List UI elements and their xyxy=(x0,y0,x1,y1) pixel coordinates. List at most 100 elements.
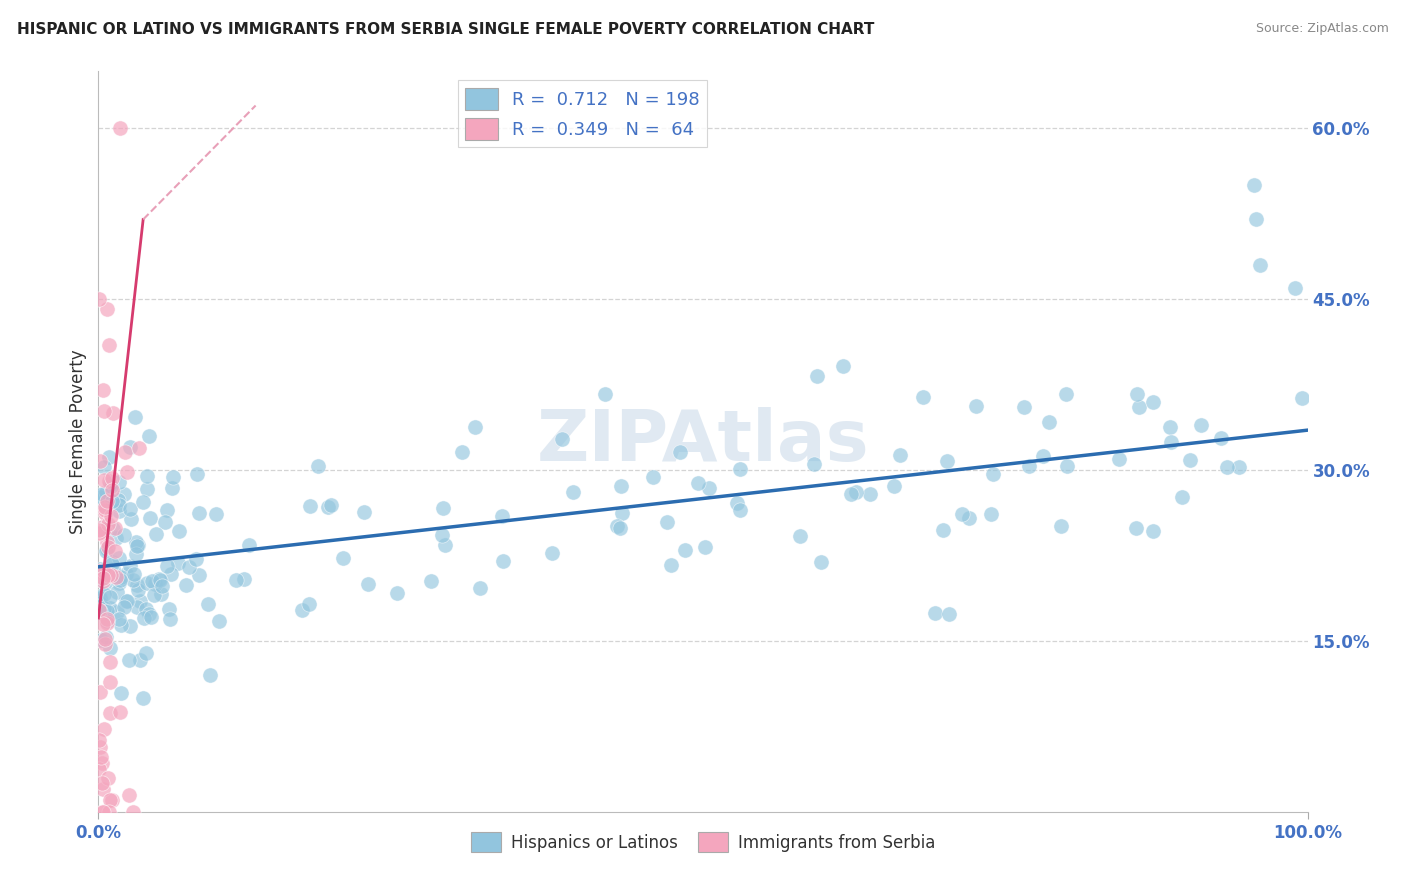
Point xyxy=(107,475,129,489)
Point xyxy=(159,612,181,626)
Point xyxy=(108,504,131,518)
Point xyxy=(134,610,156,624)
Point xyxy=(94,500,117,515)
Point xyxy=(149,574,172,588)
Point xyxy=(114,445,136,459)
Point xyxy=(87,733,110,747)
Point xyxy=(104,570,127,584)
Point xyxy=(97,475,120,489)
Point xyxy=(101,562,124,576)
Point xyxy=(155,503,177,517)
Point xyxy=(120,512,142,526)
Point xyxy=(789,529,811,543)
Point xyxy=(728,503,751,517)
Point xyxy=(1243,178,1265,193)
Point xyxy=(107,492,129,507)
Point xyxy=(100,568,122,582)
Point xyxy=(1056,458,1078,473)
Point xyxy=(197,597,219,611)
Point xyxy=(96,615,118,630)
Point xyxy=(419,574,441,588)
Point xyxy=(606,519,628,533)
Point xyxy=(432,528,454,542)
Point xyxy=(950,507,973,521)
Point xyxy=(125,547,148,561)
Point xyxy=(91,571,114,585)
Point xyxy=(332,551,354,566)
Point xyxy=(1227,459,1250,474)
Point xyxy=(122,566,145,581)
Point xyxy=(108,612,131,626)
Point xyxy=(89,596,111,610)
Point xyxy=(1142,395,1164,409)
Point xyxy=(91,756,114,770)
Point xyxy=(93,459,115,474)
Point xyxy=(98,793,121,807)
Point xyxy=(118,653,141,667)
Point xyxy=(98,601,121,615)
Point xyxy=(1291,391,1313,405)
Point xyxy=(90,776,112,790)
Point xyxy=(135,602,157,616)
Point xyxy=(609,479,631,493)
Point xyxy=(131,690,153,705)
Point xyxy=(138,607,160,621)
Point xyxy=(90,521,112,535)
Point xyxy=(1171,490,1194,504)
Point xyxy=(1216,460,1239,475)
Point xyxy=(91,574,114,589)
Text: Source: ZipAtlas.com: Source: ZipAtlas.com xyxy=(1256,22,1389,36)
Point xyxy=(93,601,115,615)
Point xyxy=(127,582,149,597)
Point xyxy=(96,494,118,508)
Point xyxy=(657,516,679,530)
Point xyxy=(208,614,231,628)
Point xyxy=(89,454,111,468)
Point xyxy=(673,542,696,557)
Point xyxy=(100,655,122,669)
Point xyxy=(1160,434,1182,449)
Point xyxy=(225,574,247,588)
Point xyxy=(97,805,120,819)
Point xyxy=(124,409,146,424)
Point xyxy=(883,479,905,493)
Point xyxy=(94,503,117,517)
Point xyxy=(911,390,934,404)
Point xyxy=(108,121,131,136)
Point xyxy=(659,558,682,572)
Point xyxy=(93,404,115,418)
Point xyxy=(94,632,117,646)
Point xyxy=(319,498,342,512)
Point xyxy=(141,574,163,589)
Point xyxy=(101,483,124,498)
Point xyxy=(810,555,832,569)
Point xyxy=(186,467,208,481)
Point xyxy=(100,494,122,508)
Point xyxy=(93,523,115,537)
Point xyxy=(87,762,110,776)
Point xyxy=(1038,415,1060,429)
Point xyxy=(98,706,121,721)
Point xyxy=(110,570,132,584)
Point xyxy=(87,524,110,539)
Point xyxy=(1032,449,1054,463)
Point xyxy=(693,540,716,554)
Point xyxy=(120,559,142,574)
Point xyxy=(108,706,131,720)
Point xyxy=(540,546,562,560)
Point xyxy=(356,577,378,591)
Point xyxy=(1128,400,1150,414)
Point xyxy=(353,505,375,519)
Point xyxy=(432,501,454,516)
Point xyxy=(96,541,118,556)
Point xyxy=(103,406,125,420)
Point xyxy=(232,572,254,586)
Point xyxy=(965,399,987,413)
Point xyxy=(184,552,207,566)
Point xyxy=(100,509,122,524)
Point xyxy=(938,607,960,621)
Point xyxy=(112,528,135,542)
Point xyxy=(176,578,198,592)
Point xyxy=(561,485,583,500)
Point xyxy=(936,454,959,468)
